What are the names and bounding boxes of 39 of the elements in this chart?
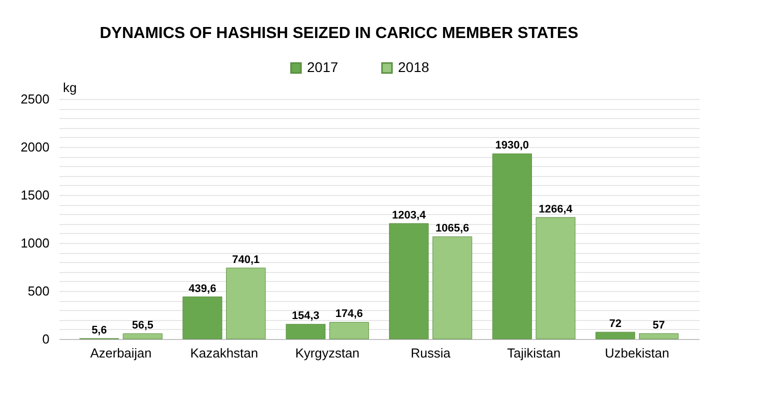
x-tick-label: Tajikistan <box>507 346 561 360</box>
data-label: 1203,4 <box>392 209 427 222</box>
legend-label: 2018 <box>398 59 430 75</box>
bar <box>596 332 636 340</box>
chart-title: DYNAMICS OF HASHISH SEIZED IN CARICC MEMBER STATES <box>100 25 579 42</box>
data-label: 72 <box>609 318 622 330</box>
data-label: 154,3 <box>292 310 320 322</box>
data-label: 1266,4 <box>538 203 574 216</box>
y-tick-label: 1500 <box>20 188 50 202</box>
data-label: 1930,0 <box>495 140 529 152</box>
bar <box>432 236 472 340</box>
data-label: 439,6 <box>188 282 216 295</box>
legend-label: 2017 <box>307 59 338 75</box>
data-label: 1065,6 <box>436 222 470 235</box>
bar <box>638 333 679 340</box>
data-label: 174,6 <box>335 308 363 320</box>
bar <box>226 268 266 340</box>
y-tick-label: 2500 <box>20 92 50 106</box>
bar <box>329 322 369 340</box>
data-label: 56,5 <box>132 320 154 332</box>
bar <box>389 223 429 340</box>
bar <box>492 153 532 340</box>
bar <box>122 333 162 340</box>
y-tick-label: 500 <box>28 284 50 298</box>
x-tick-label: Azerbaijan <box>90 346 152 360</box>
x-tick-label: Kazakhstan <box>190 346 258 360</box>
y-tick-label: 0 <box>42 332 50 346</box>
bar <box>182 296 222 340</box>
data-label: 740,1 <box>232 254 260 266</box>
x-tick-label: Kyrgyzstan <box>295 346 360 360</box>
bar <box>286 324 326 340</box>
bar <box>536 217 576 340</box>
y-tick-label: 1000 <box>20 236 50 250</box>
y-axis-title: kg <box>63 80 77 95</box>
x-tick-label: Russia <box>410 346 452 360</box>
x-tick-label: Uzbekistan <box>604 346 670 360</box>
y-tick-label: 2000 <box>20 140 50 154</box>
data-label: 57 <box>652 320 665 332</box>
data-label: 5,6 <box>92 324 107 336</box>
